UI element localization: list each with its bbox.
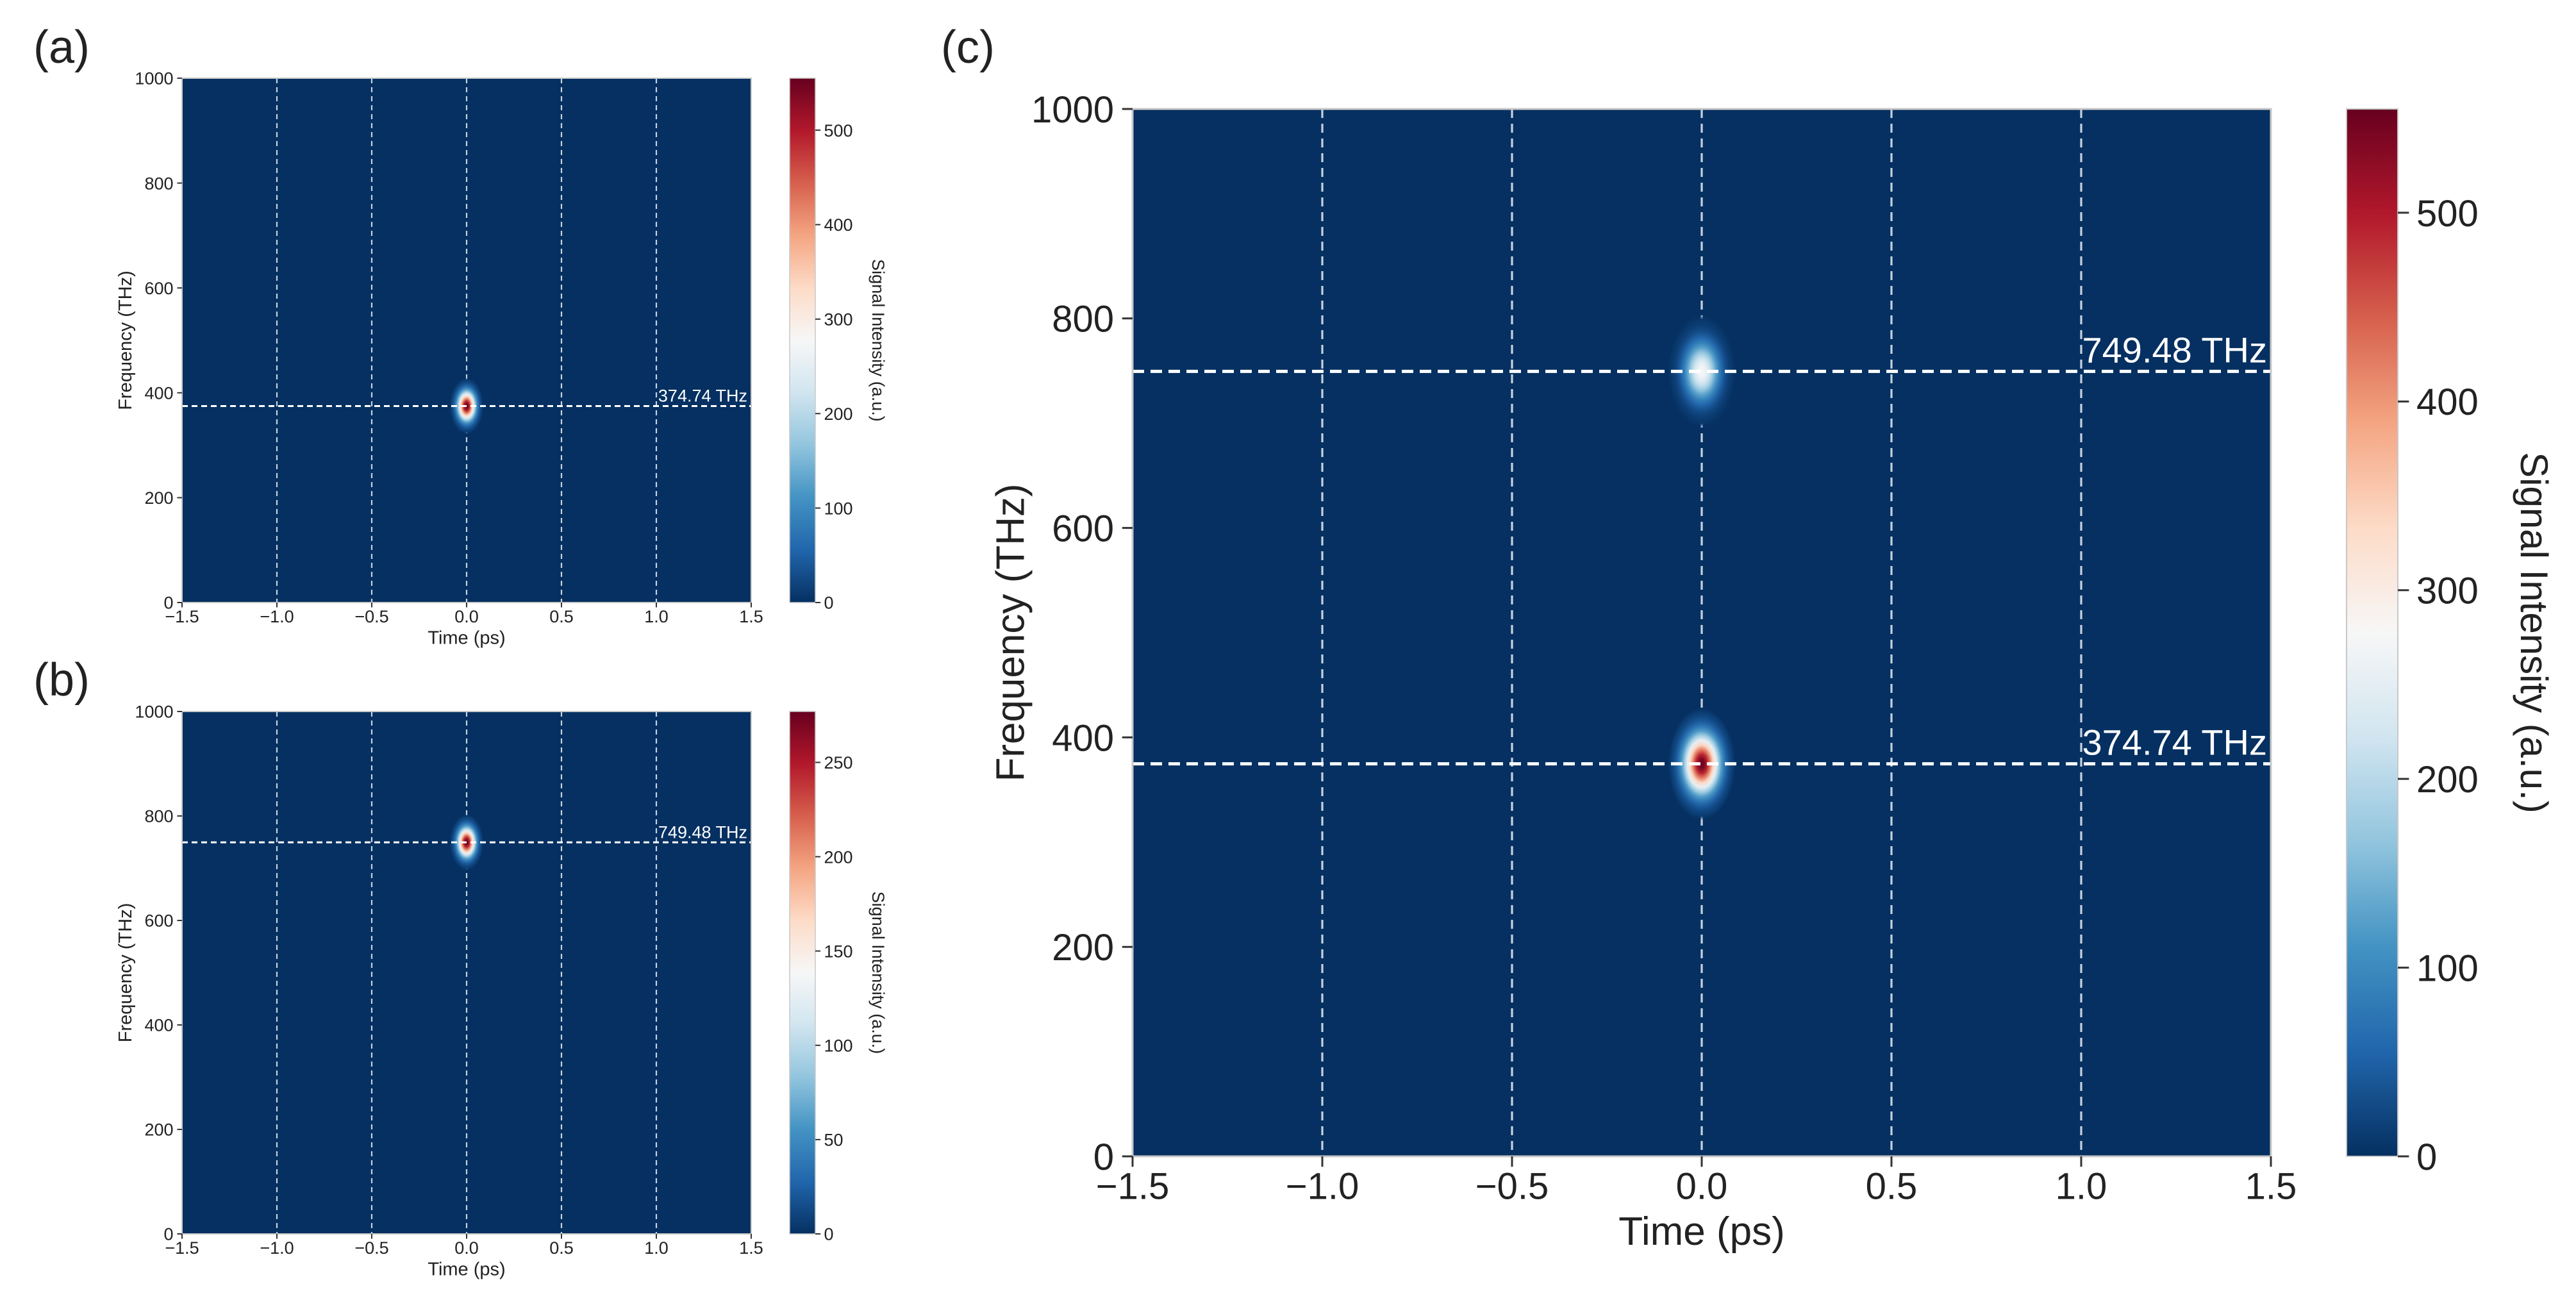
x-tick-label: −0.5	[1475, 1166, 1549, 1208]
colorbar-gradient	[2346, 108, 2398, 1157]
colorbar-tick-label: 200	[2416, 759, 2479, 801]
colorbar-tick-label: 0	[2416, 1136, 2437, 1178]
colorbar-tick-label: 50	[824, 1131, 843, 1150]
x-tick-label: 1.0	[644, 607, 669, 626]
colorbar-label: Signal Intensity (a.u.)	[2513, 452, 2555, 813]
y-tick-label: 1000	[135, 703, 173, 722]
y-tick-label: 1000	[135, 69, 173, 88]
reference-line-label: 374.74 THz	[658, 387, 747, 406]
x-tick-label: −1.0	[260, 1238, 294, 1258]
peak-marker	[1667, 707, 1736, 820]
y-tick-label: 200	[144, 488, 173, 508]
y-tick-label: 1000	[1031, 89, 1114, 131]
x-tick-label: 1.0	[644, 1238, 669, 1258]
y-tick-label: 400	[144, 1016, 173, 1035]
y-axis-label: Frequency (THz)	[989, 483, 1033, 781]
colorbar-tick-label: 500	[824, 121, 853, 140]
y-tick-label: 800	[144, 174, 173, 193]
colorbar: 0 50 100 150 200 250 Signal Intensity (a.u.)	[789, 711, 888, 1244]
x-tick-label: 1.5	[739, 607, 763, 626]
colorbar-tick-label: 100	[2416, 947, 2479, 989]
colorbar-tick-label: 100	[824, 1036, 853, 1055]
x-tick-label: −1.5	[1096, 1166, 1170, 1208]
colorbar-tick-label: 500	[2416, 193, 2479, 235]
x-tick-label: 0.5	[549, 607, 574, 626]
colorbar-tick-label: 400	[2416, 381, 2479, 423]
reference-line-label: 749.48 THz	[658, 822, 747, 842]
grid	[1321, 109, 2082, 1156]
x-tick-label: 0.5	[549, 1238, 574, 1258]
grid	[276, 711, 658, 1234]
y-tick-label: 0	[163, 594, 173, 613]
y-axis-label: Frequency (THz)	[115, 270, 136, 410]
panel-a: (a) 374.74 THz −1.5 −1.0 −0.5 0.0 0.5 1.0 1.5 0 2…	[33, 22, 888, 648]
panel-label-a: (a)	[33, 22, 90, 73]
y-tick-label: 800	[1052, 299, 1114, 340]
y-tick-label: 600	[144, 911, 173, 931]
grid	[276, 78, 658, 603]
x-tick-label: −0.5	[354, 607, 388, 626]
colorbar-tick-label: 0	[824, 594, 834, 613]
colorbar: 0 100 200 300 400 500 Signal Intensity (a.u.)	[2346, 108, 2555, 1178]
colorbar-tick-label: 100	[824, 499, 853, 518]
peak-marker	[1667, 315, 1736, 428]
x-tick-label: −1.5	[165, 1238, 199, 1258]
colorbar-tick-label: 300	[824, 310, 853, 329]
y-tick-label: 200	[1052, 927, 1114, 969]
y-tick-label: 600	[1052, 508, 1114, 549]
y-tick-label: 800	[144, 807, 173, 826]
colorbar: 0 100 200 300 400 500 Signal Intensity (a.u.)	[789, 78, 888, 613]
panel-c: (c) 374.74 THz 749.48 THz −1.5 −1.0 −0.5 0.0 0…	[941, 22, 2555, 1254]
colorbar-tick-label: 0	[824, 1225, 834, 1244]
y-axis-label: Frequency (THz)	[115, 903, 136, 1043]
colorbar-tick-label: 300	[2416, 570, 2479, 612]
x-axis-label: Time (ps)	[1618, 1210, 1784, 1254]
peaks	[1667, 315, 1736, 820]
reference-line-label: 749.48 THz	[2082, 329, 2267, 370]
y-tick-label: 600	[144, 279, 173, 298]
panel-label-c: (c)	[941, 22, 995, 73]
x-tick-label: 0.5	[1866, 1166, 1918, 1208]
x-tick-label: 1.5	[2245, 1166, 2297, 1208]
x-tick-label: −1.0	[1286, 1166, 1359, 1208]
y-tick-label: 400	[1052, 717, 1114, 759]
x-tick-label: 1.5	[739, 1238, 763, 1258]
colorbar-tick-label: 400	[824, 215, 853, 235]
panel-label-b: (b)	[33, 654, 90, 706]
x-tick-label: 1.0	[2056, 1166, 2107, 1208]
x-tick-label: −0.5	[354, 1238, 388, 1258]
colorbar-tick-label: 200	[824, 404, 853, 424]
x-axis-label: Time (ps)	[428, 1259, 505, 1279]
colorbar-tick-label: 150	[824, 942, 853, 961]
colorbar-label: Signal Intensity (a.u.)	[868, 892, 888, 1054]
colorbar-tick-label: 200	[824, 847, 853, 867]
x-tick-label: −1.0	[260, 607, 294, 626]
x-tick-label: 0.0	[454, 1238, 479, 1258]
x-tick-label: −1.5	[165, 607, 199, 626]
y-tick-label: 200	[144, 1120, 173, 1140]
x-tick-label: 0.0	[1676, 1166, 1728, 1208]
y-tick-label: 0	[1093, 1136, 1114, 1178]
colorbar-gradient	[789, 711, 816, 1235]
colorbar-tick-label: 250	[824, 753, 853, 772]
colorbar-gradient	[789, 78, 816, 603]
y-tick-label: 0	[163, 1225, 173, 1244]
reference-line-label: 374.74 THz	[2082, 722, 2267, 763]
x-axis-label: Time (ps)	[428, 628, 505, 648]
x-tick-label: 0.0	[454, 607, 479, 626]
y-tick-label: 400	[144, 384, 173, 403]
panel-b: (b) 749.48 THz −1.5 −1.0 −0.5 0.0 0.5 1.0 1.5 0 2…	[33, 654, 888, 1279]
colorbar-label: Signal Intensity (a.u.)	[868, 259, 888, 422]
